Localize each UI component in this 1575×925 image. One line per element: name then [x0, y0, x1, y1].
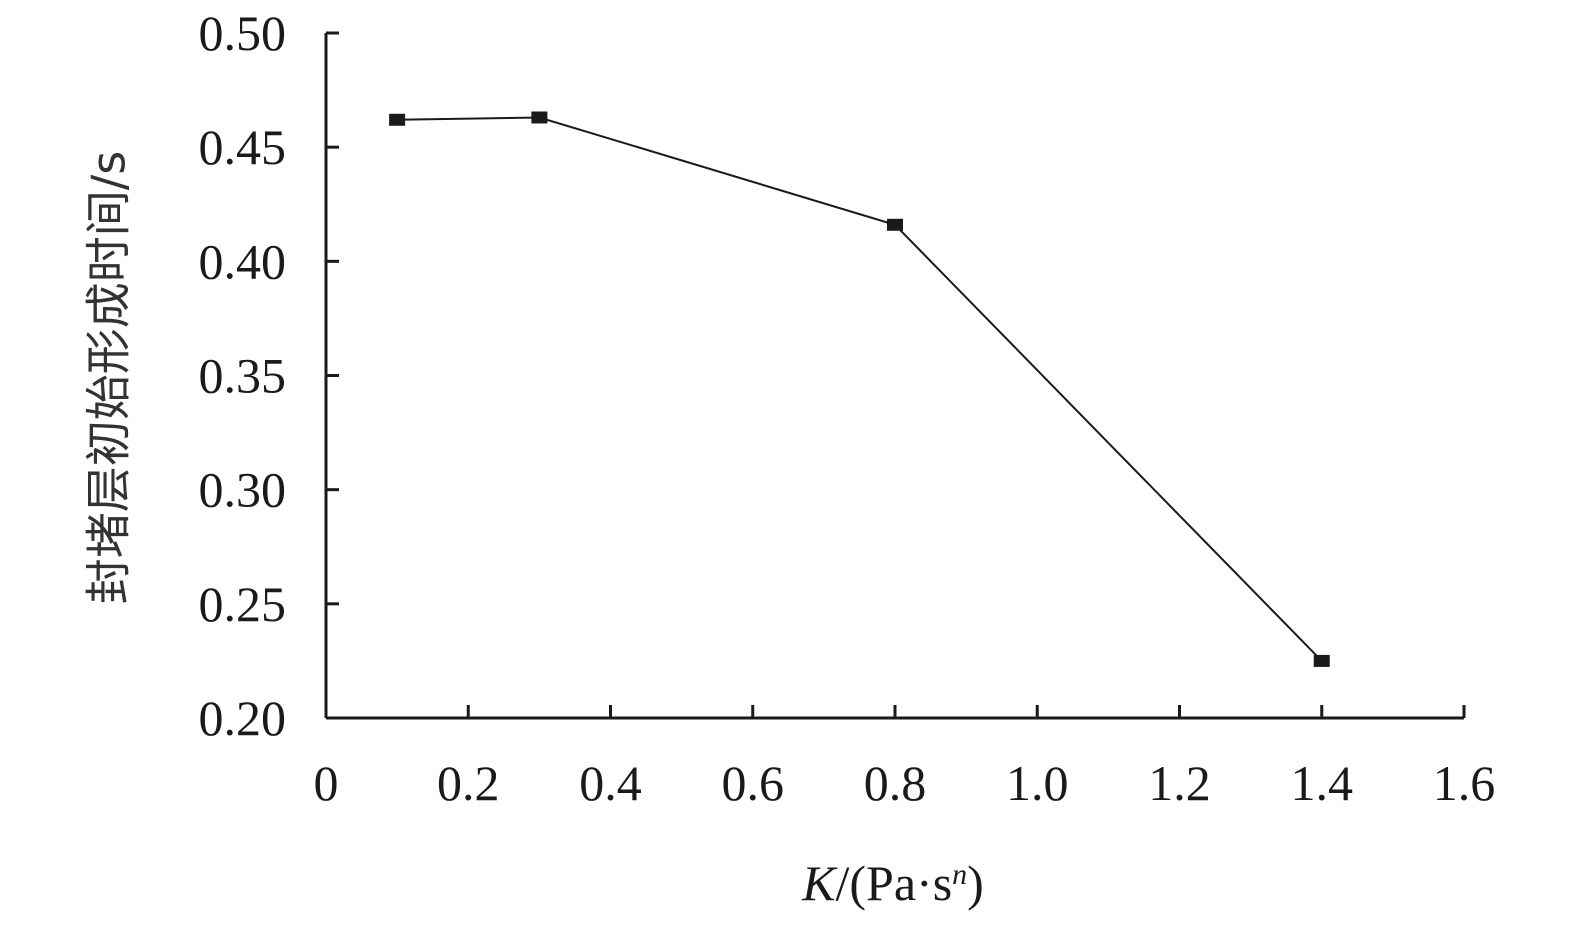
x-ticks: 0 0.2 0.4 0.6 0.8 1.0 1.2 1.4 1.6 — [314, 705, 1496, 811]
x-tick-label: 0 — [314, 755, 339, 811]
x-tick-label: 1.0 — [1006, 755, 1069, 811]
data-point — [1313, 654, 1330, 667]
data-point — [531, 111, 548, 124]
y-tick-label: 0.40 — [199, 233, 287, 289]
y-ticks: 0.20 0.25 0.30 0.35 0.40 0.45 0.50 — [199, 5, 339, 746]
axes — [324, 33, 1464, 720]
x-tick-label: 1.6 — [1433, 755, 1496, 811]
y-tick-label: 0.20 — [199, 690, 287, 746]
data-point — [389, 113, 406, 126]
x-axis-label-unit: /(Pa·s — [836, 855, 953, 911]
data-point — [887, 218, 903, 231]
y-axis-label: 封堵层初始形成时间/s — [82, 151, 136, 604]
x-tick-label: 0.4 — [579, 755, 642, 811]
x-tick-label: 0.8 — [864, 755, 927, 811]
y-tick-label: 0.45 — [199, 119, 287, 175]
x-tick-label: 0.2 — [437, 755, 500, 811]
x-axis-label-symbol: K — [801, 855, 838, 911]
x-axis-label: K/(Pa·sn) — [801, 855, 984, 911]
y-tick-label: 0.50 — [199, 5, 287, 61]
series-line — [397, 116, 1323, 662]
x-axis-label-close: ) — [967, 855, 984, 911]
x-tick-label: 1.4 — [1291, 755, 1354, 811]
y-tick-label: 0.30 — [199, 462, 287, 518]
x-tick-label: 0.6 — [722, 755, 785, 811]
x-axis-label-exponent: n — [952, 858, 967, 891]
series-layer — [389, 111, 1330, 667]
y-tick-label: 0.35 — [199, 348, 287, 404]
x-tick-label: 1.2 — [1148, 755, 1211, 811]
y-tick-label: 0.25 — [199, 576, 287, 632]
